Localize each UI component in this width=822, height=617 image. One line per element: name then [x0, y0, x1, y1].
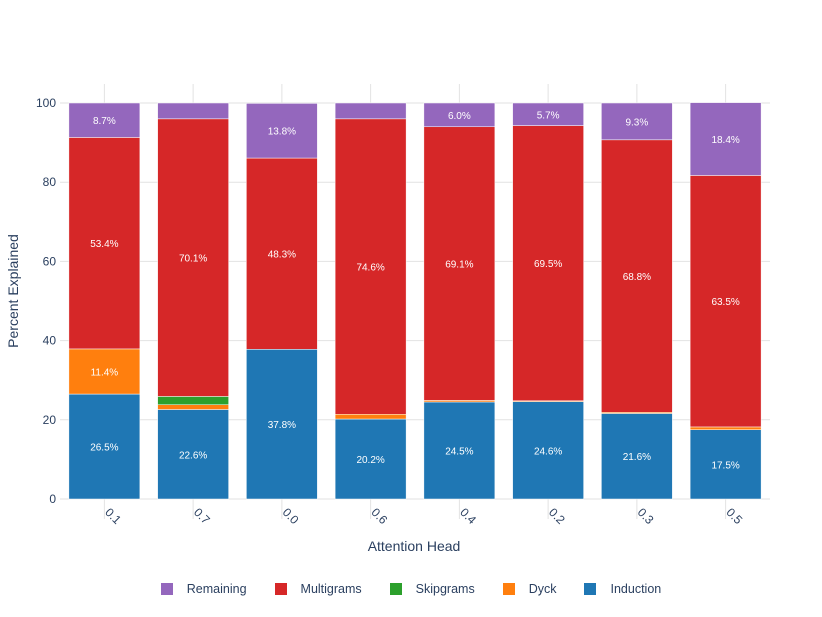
- data-label: 8.7%: [93, 116, 116, 127]
- data-label: 6.0%: [448, 111, 471, 122]
- bar-segment-remaining: [689, 102, 762, 176]
- bar-segment-multigrams: [157, 118, 229, 397]
- x-tick-label: 0.1: [102, 505, 124, 527]
- bar-segment-dyck: [157, 404, 229, 410]
- legend-label: Multigrams: [300, 582, 362, 596]
- bar-segment-dyck: [334, 414, 407, 420]
- bar-segment-induction: [423, 401, 496, 500]
- bar-segment-multigrams: [334, 118, 407, 415]
- x-tick-label: 0.6: [369, 505, 391, 527]
- data-label: 5.7%: [537, 110, 560, 121]
- x-tick-label: 0.2: [546, 505, 568, 527]
- bar-segment-induction: [512, 401, 584, 500]
- legend: Remaining Multigrams Skipgrams Dyck Inductio…: [0, 578, 822, 600]
- bar-segment-remaining: [512, 102, 584, 126]
- data-label: 20.2%: [356, 455, 384, 466]
- legend-swatch: [502, 583, 515, 595]
- bar-segment-skipgrams: [157, 396, 229, 406]
- y-axis: 0 20 40 60 80 100: [36, 96, 56, 506]
- data-label: 68.8%: [623, 272, 651, 283]
- data-label: 63.5%: [711, 297, 739, 308]
- data-label: 11.4%: [91, 367, 119, 378]
- y-tick-label: 100: [36, 96, 56, 110]
- data-label: 48.3%: [268, 250, 296, 261]
- data-labels: 26.5% 22.6% 37.8% 20.2% 24.5% 24.6% 21.6% 17.5%…: [90, 110, 740, 471]
- bar-segment-remaining: [601, 102, 673, 141]
- bar-segment-remaining: [423, 102, 496, 128]
- data-label: 21.6%: [623, 452, 651, 463]
- y-tick-label: 60: [43, 254, 57, 268]
- y-axis-title: Percent Explained: [5, 234, 21, 348]
- bars: [68, 102, 762, 500]
- x-tick-label: 0.7: [191, 505, 213, 527]
- bar-segment-remaining: [157, 102, 229, 120]
- data-label: 69.5%: [534, 259, 562, 270]
- bar-segment-remaining: [68, 102, 141, 138]
- data-label: 24.5%: [445, 446, 473, 457]
- legend-label: Induction: [610, 582, 662, 596]
- y-tick-label: 20: [43, 413, 57, 427]
- bar-segment-induction: [157, 409, 229, 500]
- data-label: 53.4%: [90, 239, 118, 250]
- x-tick-label: 0.3: [635, 505, 657, 527]
- legend-swatch: [389, 583, 402, 595]
- bar-segment-induction: [68, 393, 141, 500]
- bar-segment-multigrams: [68, 137, 141, 350]
- legend-swatch: [584, 583, 597, 595]
- bar-segment-induction: [246, 349, 318, 500]
- bar-segment-multigrams: [601, 139, 673, 413]
- x-tick-label: 0.0: [280, 505, 302, 527]
- data-label: 9.3%: [625, 117, 648, 128]
- legend-label: Dyck: [528, 582, 557, 596]
- data-label: 18.4%: [711, 135, 739, 146]
- y-tick-label: 0: [49, 492, 56, 506]
- x-tick-label: 0.5: [724, 505, 746, 527]
- data-label: 69.1%: [445, 260, 473, 271]
- legend-item-remaining[interactable]: Remaining: [160, 582, 247, 596]
- data-label: 24.6%: [534, 446, 562, 457]
- bar-segment-remaining: [334, 102, 407, 120]
- legend-swatch: [274, 583, 287, 595]
- data-label: 22.6%: [179, 450, 207, 461]
- bar-segment-induction: [334, 418, 407, 500]
- bar-segment-multigrams: [689, 175, 762, 428]
- bar-segment-dyck: [689, 426, 762, 430]
- data-label: 74.6%: [356, 263, 384, 274]
- y-tick-label: 40: [43, 334, 57, 348]
- x-tick-label: 0.4: [457, 505, 479, 527]
- bar-segment-dyck: [68, 348, 141, 395]
- data-label: 17.5%: [711, 460, 739, 471]
- legend-item-dyck[interactable]: Dyck: [502, 582, 557, 596]
- y-tick-label: 80: [43, 175, 57, 189]
- data-label: 13.8%: [268, 127, 296, 138]
- legend-label: Skipgrams: [415, 582, 475, 596]
- legend-item-skipgrams[interactable]: Skipgrams: [389, 582, 475, 596]
- bar-segment-multigrams: [423, 126, 496, 401]
- x-axis: 0.1 0.7 0.0 0.6 0.4 0.2 0.3 0.5: [102, 505, 745, 527]
- legend-item-multigrams[interactable]: Multigrams: [274, 582, 362, 596]
- x-axis-title: Attention Head: [368, 538, 461, 554]
- bar-segment-induction: [689, 429, 762, 500]
- legend-label: Remaining: [186, 582, 247, 596]
- data-label: 26.5%: [90, 443, 118, 454]
- data-label: 70.1%: [179, 254, 207, 265]
- data-label: 37.8%: [268, 420, 296, 431]
- legend-item-induction[interactable]: Induction: [584, 582, 661, 596]
- bar-segment-multigrams: [246, 157, 318, 350]
- bar-segment-induction: [601, 413, 673, 500]
- bar-segment-remaining: [246, 103, 318, 159]
- legend-swatch: [160, 583, 173, 595]
